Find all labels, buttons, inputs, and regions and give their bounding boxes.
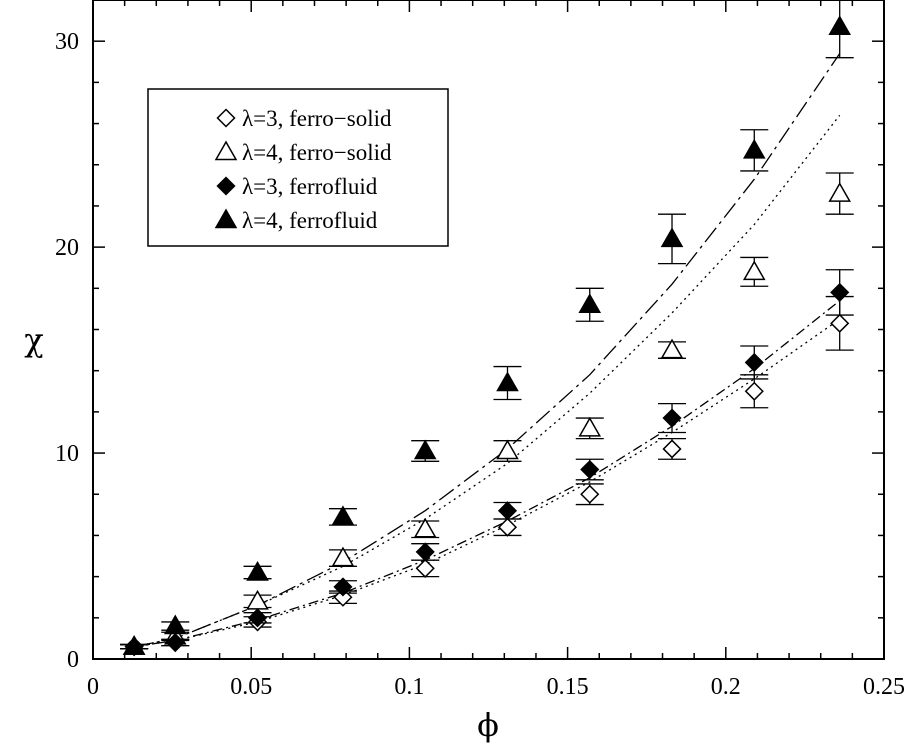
legend-label: λ=3, ferro−solid [242,106,392,131]
data-point [744,352,764,373]
data-point [580,484,600,504]
y-axis-label: χ [24,321,43,359]
series-3 [120,269,854,657]
data-point [660,227,684,248]
data-point [828,182,851,202]
legend-label: λ=4, ferro−solid [242,140,392,165]
data-point [331,505,355,526]
x-tick-label: 0.2 [711,674,741,700]
legend-label: λ=3, ferrofluid [242,174,378,199]
y-tick-label: 30 [55,29,79,55]
x-tick-label: 0.25 [863,674,905,700]
data-point [742,260,766,281]
y-tick-labels: 0 10 20 30 [55,29,79,673]
axis-ticks [92,0,885,660]
legend-marker [214,140,238,161]
data-points [120,0,854,657]
legend-marker [216,176,236,196]
data-point [830,282,850,302]
data-point [660,338,684,359]
data-point [497,501,518,521]
data-point [246,589,269,610]
y-tick-label: 10 [55,441,79,467]
fit-curve [133,114,841,648]
data-point [415,542,435,562]
y-tick-label: 20 [55,235,79,261]
data-point [415,558,435,578]
data-point [413,439,437,460]
data-point [246,560,269,581]
series-4 [120,0,854,655]
data-point [662,439,682,459]
data-point [830,313,850,333]
y-tick-label: 0 [67,647,79,673]
x-tick-label: 0.15 [547,674,589,700]
data-point [496,371,519,392]
data-point [247,608,268,628]
data-point [578,416,602,437]
fit-curve [134,318,841,648]
data-point [744,381,764,401]
series-1 [120,295,854,657]
data-point [496,439,519,460]
data-point [122,635,146,655]
data-point [828,15,851,36]
data-point [165,632,185,653]
legend-box [147,88,449,247]
data-point [662,408,682,428]
x-tick-labels: 0 0.05 0.1 0.15 0.2 0.25 [87,674,905,700]
data-point [742,138,766,159]
legend-marker [216,108,236,128]
x-tick-label: 0.05 [230,674,272,700]
legend-marker [214,208,238,229]
data-point [578,293,602,314]
data-point [497,517,518,537]
data-point [331,546,355,567]
fit-curve [133,53,841,648]
data-point [163,614,187,635]
fit-curves [133,53,841,648]
data-point [413,517,437,538]
fit-curve [134,300,841,648]
legend-label: λ=4, ferrofluid [242,208,378,233]
data-point [580,459,600,480]
legend-items: λ=3, ferro−solid λ=4, ferro−solid λ=3, fer… [214,106,392,233]
legend: λ=3, ferro−solid λ=4, ferro−solid λ=3, fer… [147,88,449,247]
x-tick-label: 0.1 [394,674,424,700]
data-point [333,577,353,597]
x-axis-label: ϕ [477,706,499,744]
x-tick-label: 0 [87,674,99,700]
